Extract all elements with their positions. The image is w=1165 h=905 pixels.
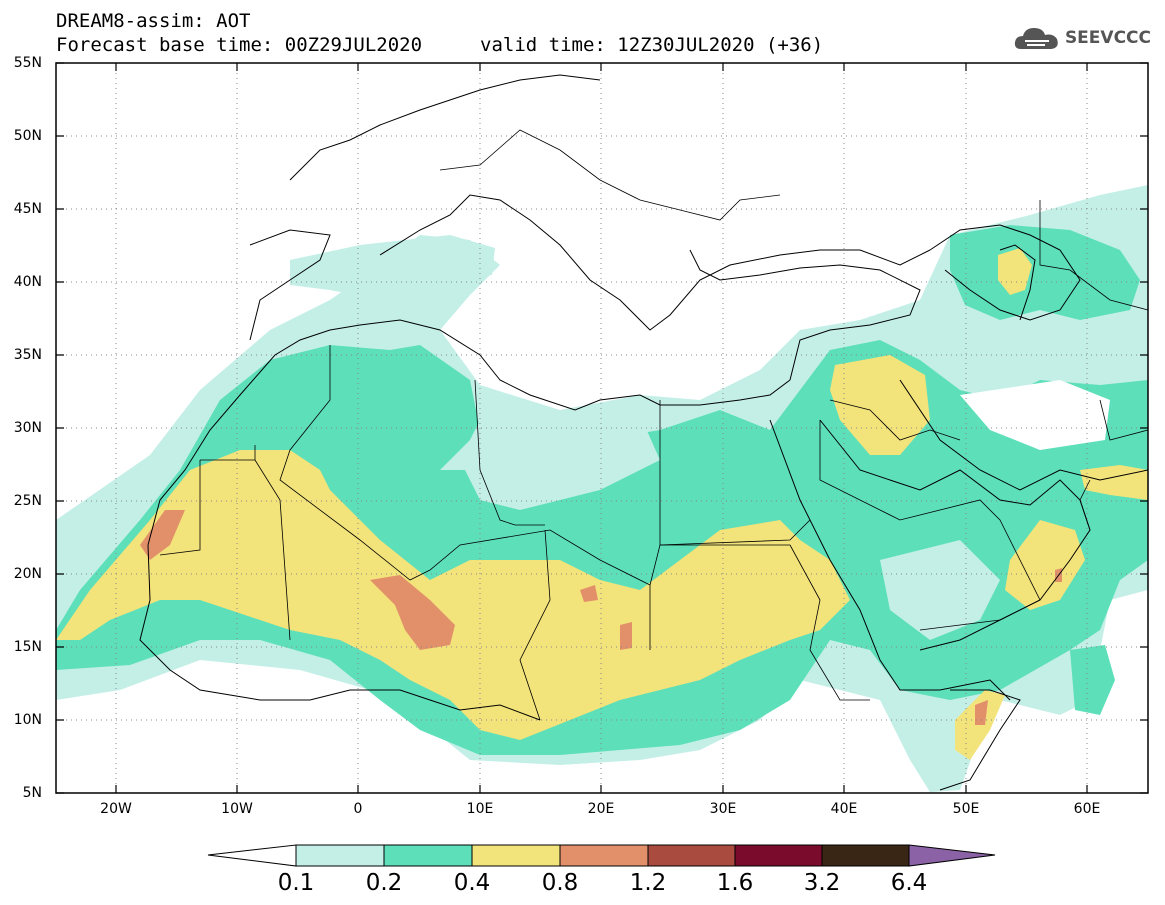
- colorbar-label: 0.8: [541, 870, 579, 896]
- colorbar-label: 0.4: [453, 870, 491, 896]
- lat-label: 40N: [13, 274, 42, 290]
- lon-label: 60E: [1073, 801, 1101, 817]
- lat-label: 20N: [13, 566, 42, 582]
- aot-band-0-8-somalia: [975, 700, 988, 725]
- aot-band-0-4-caspian: [998, 248, 1032, 295]
- aot-band-0-4-iraq: [830, 355, 930, 455]
- colorbar-label: 3.2: [803, 870, 841, 896]
- cloud-logo-icon: [1014, 28, 1058, 49]
- colorbar-label: 0.1: [277, 870, 315, 896]
- lon-label: 50E: [952, 801, 980, 817]
- aot-band-0-8-chad: [580, 585, 598, 602]
- colorbar-bin-5: [734, 844, 823, 867]
- colorbar-label: 6.4: [890, 870, 928, 896]
- colorbar-bin-6: [821, 844, 910, 867]
- lon-label: 20W: [100, 801, 132, 817]
- colorbar-under-arrow: [207, 844, 297, 867]
- lat-label: 30N: [13, 420, 42, 436]
- forecast-times: Forecast base time: 00Z29JUL2020 valid ti…: [56, 34, 823, 56]
- aot-hole-iran: [960, 380, 1110, 450]
- colorbar-bin-0: [295, 844, 385, 867]
- aot-band-0-8-sudan: [620, 622, 632, 650]
- colorbar-bin-4: [647, 844, 736, 867]
- lat-label: 35N: [13, 347, 42, 363]
- lon-label: 0: [353, 801, 363, 817]
- colorbar-label: 1.6: [716, 870, 754, 896]
- aot-band-0-2-caspian: [950, 225, 1140, 320]
- valid-time: valid time: 12Z30JUL2020 (+36): [480, 34, 824, 56]
- aot-hole-arabia: [880, 540, 1000, 640]
- aot-band-0-4: [56, 450, 850, 740]
- lat-label: 25N: [13, 493, 42, 509]
- lat-label: 10N: [13, 712, 42, 728]
- aot-band-0-8-mauritania: [140, 510, 185, 560]
- lat-label: 45N: [13, 201, 42, 217]
- aot-hole-libya: [460, 415, 660, 510]
- lon-label: 10W: [221, 801, 253, 817]
- map-title: DREAM8-assim: AOT: [56, 10, 251, 32]
- logo-text: SEEVCCC: [1064, 28, 1151, 48]
- lon-label: 10E: [466, 801, 494, 817]
- colorbar-bin-1: [383, 844, 473, 867]
- lon-label: 40E: [830, 801, 858, 817]
- aot-band-0-4-oman: [1005, 520, 1085, 610]
- aot-band-0-2-ethiopia: [1070, 645, 1115, 715]
- lat-label: 50N: [13, 128, 42, 144]
- lat-label: 55N: [13, 55, 42, 71]
- seevccc-logo: SEEVCCC: [1013, 22, 1151, 54]
- lat-label: 15N: [13, 639, 42, 655]
- lat-lon-grid: [56, 63, 1148, 793]
- aot-contours: [56, 185, 1148, 792]
- colorbar-label: 1.2: [629, 870, 667, 896]
- country-borders: [159, 129, 1148, 721]
- aot-band-0-1-north: [290, 235, 495, 300]
- colorbar-bin-2: [471, 844, 561, 867]
- axis-ticks: [56, 62, 1148, 794]
- colorbar-label: 0.2: [365, 870, 403, 896]
- lon-label: 20E: [587, 801, 615, 817]
- lon-label: 30E: [709, 801, 737, 817]
- aot-band-0-8-mali: [370, 575, 455, 650]
- lat-label: 5N: [22, 785, 42, 801]
- base-time: Forecast base time: 00Z29JUL2020: [56, 34, 423, 56]
- colorbar: [207, 844, 996, 867]
- colorbar-over-arrow: [908, 844, 996, 867]
- colorbar-bin-3: [559, 844, 649, 867]
